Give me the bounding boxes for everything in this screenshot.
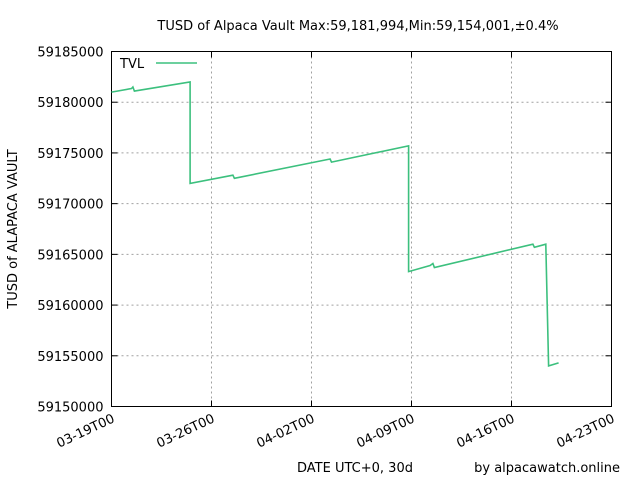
y-tick-label: 59155000 [37, 350, 103, 365]
y-axis-label: TUSD of ALAPACA VAULT [6, 149, 21, 310]
x-tick-label: 03-26T00 [154, 412, 217, 452]
x-axis-label: DATE UTC+0, 30d [297, 461, 413, 476]
y-tick-label: 59170000 [37, 198, 103, 213]
legend: TVL [119, 57, 197, 72]
x-tick-label: 04-02T00 [254, 412, 317, 452]
x-tick-labels: 03-19T00 03-26T00 04-02T00 04-09T00 04-16T00… [54, 412, 617, 452]
credit-text: by alpacawatch.online [474, 461, 620, 476]
plot-frame [111, 51, 612, 407]
chart-title: TUSD of Alpaca Vault Max:59,181,994,Min:… [156, 19, 558, 34]
y-tick-label: 59160000 [37, 299, 103, 314]
y-tick-label: 59185000 [37, 46, 103, 61]
y-tick-labels: 59150000 59155000 59160000 59165000 59170000… [37, 46, 103, 416]
axis-ticks [111, 51, 612, 407]
x-tick-label: 04-23T00 [554, 412, 617, 452]
x-tick-label: 03-19T00 [54, 412, 117, 452]
tvl-series-line [111, 80, 559, 367]
x-tick-label: 04-09T00 [354, 412, 417, 452]
y-tick-label: 59180000 [37, 96, 103, 111]
y-tick-label: 59150000 [37, 401, 103, 416]
y-tick-label: 59165000 [37, 248, 103, 263]
grid [111, 51, 612, 407]
y-tick-label: 59175000 [37, 147, 103, 162]
legend-label: TVL [119, 57, 145, 72]
x-tick-label: 04-16T00 [454, 412, 517, 452]
